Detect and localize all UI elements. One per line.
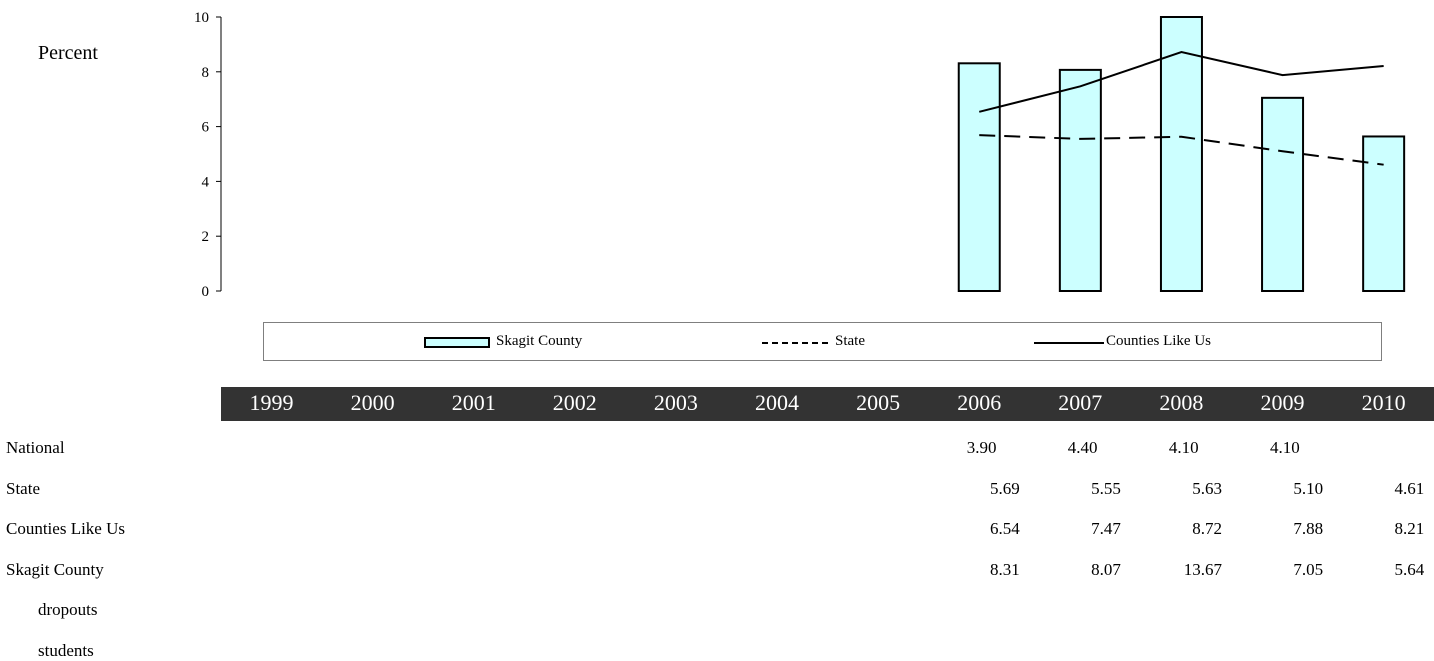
table-cell: 8.21: [1394, 519, 1425, 538]
table-cell: 7.88: [1293, 519, 1324, 538]
y-tick-label: 8: [202, 65, 210, 81]
legend-swatch-state: [762, 342, 828, 344]
year-header-2000: 2000: [350, 390, 395, 415]
table-cell: 5.69: [990, 478, 1020, 498]
y-tick-label: 4: [202, 174, 210, 190]
row-label-national: National: [6, 438, 65, 457]
row-sublabel-students: students: [38, 640, 94, 660]
year-header-2006: 2006: [957, 390, 1002, 415]
year-header-2004: 2004: [755, 390, 799, 415]
bar-skagit-county-2009: [1261, 96, 1305, 292]
table-cell: 6.54: [990, 519, 1020, 538]
y-tick-label: 10: [194, 10, 209, 26]
bar-skagit-county-2010: [1362, 135, 1406, 292]
year-header-2002: 2002: [552, 390, 597, 415]
y-tick-label: 6: [202, 120, 210, 136]
table-cell: 3.90: [966, 438, 997, 457]
y-tick-label: 2: [202, 229, 210, 245]
table-cell: 5.63: [1192, 478, 1222, 498]
year-header-2008: 2008: [1159, 390, 1204, 415]
bar-skagit-county-2008: [1159, 16, 1203, 292]
bar-skagit-county-2006: [957, 62, 1001, 292]
row-label-counties-like-us: Counties Like Us: [6, 519, 125, 538]
table-cell: 4.10: [1270, 438, 1300, 457]
table-cell: 5.10: [1293, 478, 1324, 498]
year-header-2005: 2005: [856, 390, 901, 415]
table-cell: 7.47: [1091, 519, 1121, 538]
year-header-2010: 2010: [1361, 390, 1406, 415]
year-header-band: [221, 387, 1434, 421]
chart-legend: Skagit County State Counties Like Us: [263, 322, 1382, 361]
row-label-skagit-county: Skagit County: [6, 559, 104, 579]
year-header-2009: 2009: [1260, 390, 1305, 415]
table-cell: 4.61: [1394, 478, 1425, 498]
table-cell: 8.07: [1091, 559, 1121, 579]
y-tick-label: 0: [202, 284, 210, 300]
year-header-2001: 2001: [451, 390, 496, 415]
table-cell: 4.10: [1168, 438, 1199, 457]
table-cell: 13.67: [1183, 559, 1222, 579]
legend-label-counties-like-us: Counties Like Us: [1106, 333, 1211, 349]
legend-swatch-skagit-county: [424, 337, 490, 348]
line-state: [979, 134, 1384, 166]
table-cell: 8.72: [1192, 519, 1222, 538]
bar-skagit-county-2007: [1058, 68, 1102, 292]
row-sublabel-dropouts: dropouts: [38, 600, 98, 619]
legend-label-skagit-county: Skagit County: [496, 333, 583, 349]
year-header-2003: 2003: [653, 390, 698, 415]
table-cell: 8.31: [990, 559, 1020, 579]
y-axis-label: Percent: [38, 42, 98, 64]
table-cell: 5.64: [1394, 559, 1425, 579]
year-header-2007: 2007: [1058, 390, 1103, 415]
row-label-state: State: [6, 478, 40, 498]
table-cell: 5.55: [1091, 478, 1121, 498]
year-header-1999: 1999: [249, 390, 294, 415]
line-counties-like-us: [979, 51, 1384, 113]
legend-label-state: State: [835, 333, 865, 349]
legend-swatch-counties-like-us: [1034, 342, 1104, 344]
chart-plot: 0 2 4 6 8 10: [194, 10, 1406, 300]
table-cell: 7.05: [1293, 559, 1324, 579]
table-cell: 4.40: [1067, 438, 1098, 457]
